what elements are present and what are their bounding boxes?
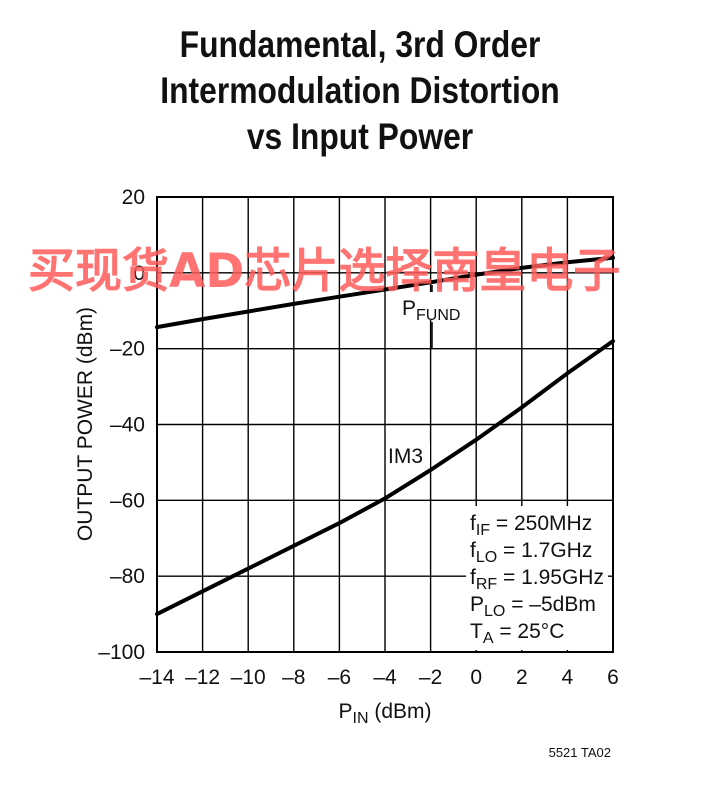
y-axis-title: OUTPUT POWER (dBm) bbox=[74, 307, 97, 541]
x-tick-label: –2 bbox=[419, 666, 442, 689]
y-tick-label: –100 bbox=[98, 641, 145, 664]
series-group bbox=[155, 255, 615, 617]
y-tick-label: –20 bbox=[110, 338, 145, 361]
series-line-pfund bbox=[155, 255, 615, 330]
x-tick-label: 0 bbox=[470, 666, 482, 689]
x-tick-label: 6 bbox=[607, 666, 619, 689]
conditions-bg bbox=[466, 506, 608, 650]
pfund-label-bg bbox=[398, 292, 468, 320]
y-tick-label: 0 bbox=[133, 262, 145, 285]
chart-title-line-3: vs Input Power bbox=[246, 116, 474, 157]
x-tick-label: –6 bbox=[328, 666, 351, 689]
condition-frf: fRF = 1.95GHz bbox=[470, 566, 604, 593]
x-tick-label: 4 bbox=[562, 666, 574, 689]
plot-frame bbox=[156, 196, 614, 653]
x-tick-label: 2 bbox=[516, 666, 528, 689]
y-tick-label: 20 bbox=[122, 186, 145, 209]
condition-ta: TA = 25°C bbox=[470, 620, 564, 647]
watermark-text: 买现货AD芯片选择南皇电子 bbox=[28, 244, 620, 299]
y-tick-labels: 20 0 –20 –40 –60 –80 –100 bbox=[98, 186, 145, 664]
im3-label: IM3 bbox=[388, 445, 423, 468]
x-tick-label: –4 bbox=[373, 666, 397, 689]
x-tick-labels: –14 –12 –10 –8 –6 –4 –2 0 2 4 6 bbox=[139, 666, 618, 689]
condition-plo: PLO = –5dBm bbox=[470, 593, 596, 620]
condition-fif: fIF = 250MHz bbox=[470, 512, 592, 539]
x-axis-title: PIN (dBm) bbox=[338, 700, 431, 727]
series-line-im3 bbox=[155, 339, 615, 617]
y-tick-label: –80 bbox=[110, 565, 145, 588]
y-tick-label: –40 bbox=[110, 414, 145, 437]
x-tick-label: –10 bbox=[231, 666, 266, 689]
chart-title-line-2: Intermodulation Distortion bbox=[160, 70, 560, 111]
figure-id: 5521 TA02 bbox=[549, 745, 611, 760]
x-tick-label: –12 bbox=[185, 666, 220, 689]
x-tick-label: –8 bbox=[282, 666, 305, 689]
condition-flo: fLO = 1.7GHz bbox=[470, 539, 592, 566]
im3-label-bg bbox=[386, 442, 430, 468]
pfund-label: PFUND bbox=[402, 297, 460, 324]
chart-title-line-1: Fundamental, 3rd Order bbox=[179, 24, 541, 65]
y-tick-label: –60 bbox=[110, 489, 145, 512]
x-tick-label: –14 bbox=[139, 666, 174, 689]
